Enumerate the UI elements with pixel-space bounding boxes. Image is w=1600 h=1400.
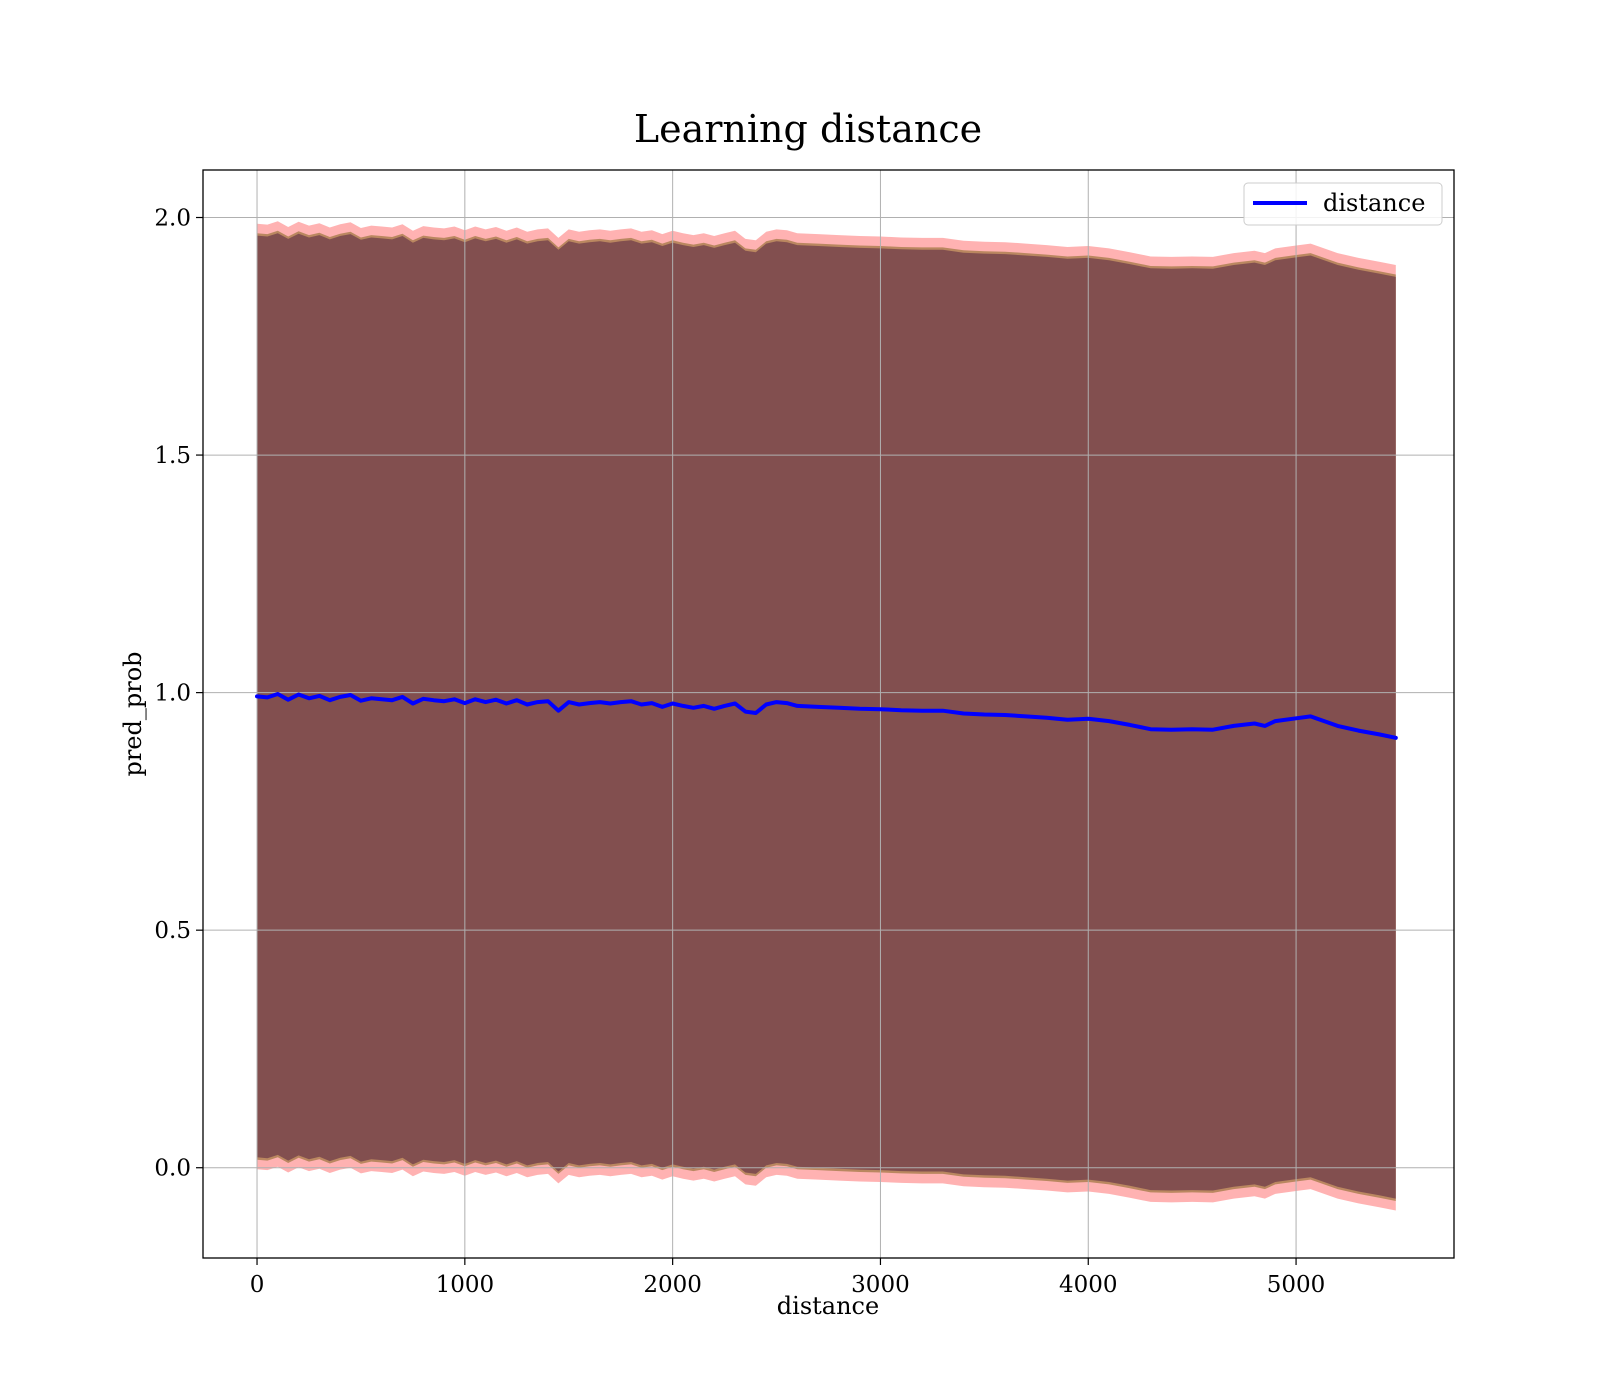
legend-label-distance: distance xyxy=(1323,189,1425,217)
confidence-band-3 xyxy=(257,233,1396,1199)
x-tick-label: 0 xyxy=(250,1272,265,1298)
x-tick-label: 3000 xyxy=(851,1272,910,1298)
axis-ticks: 0 1000 2000 3000 4000 5000 0.0 0.5 1.0 1.5 2.0 xyxy=(154,206,1325,1298)
chart-title: Learning distance xyxy=(634,107,982,151)
legend-box xyxy=(1243,182,1443,226)
y-axis-label: pred_prob xyxy=(119,651,147,776)
x-axis-label: distance xyxy=(777,1292,879,1320)
x-tick-label: 2000 xyxy=(643,1272,702,1298)
x-tick-label: 4000 xyxy=(1059,1272,1118,1298)
x-tick-label: 5000 xyxy=(1267,1272,1326,1298)
plot-frame xyxy=(202,169,1455,1259)
series-lines xyxy=(255,692,1398,740)
legend: distance xyxy=(1243,182,1443,226)
series-line-distance xyxy=(255,692,1398,740)
y-tick-label: 1.0 xyxy=(154,681,191,707)
y-tick-label: 2.0 xyxy=(154,206,191,232)
x-tick-label: 1000 xyxy=(436,1272,495,1298)
y-tick-label: 0.0 xyxy=(154,1156,191,1182)
y-tick-label: 0.5 xyxy=(154,918,191,944)
y-tick-label: 1.5 xyxy=(154,443,191,469)
confidence-bands xyxy=(257,221,1396,1211)
grid xyxy=(203,170,1454,1258)
